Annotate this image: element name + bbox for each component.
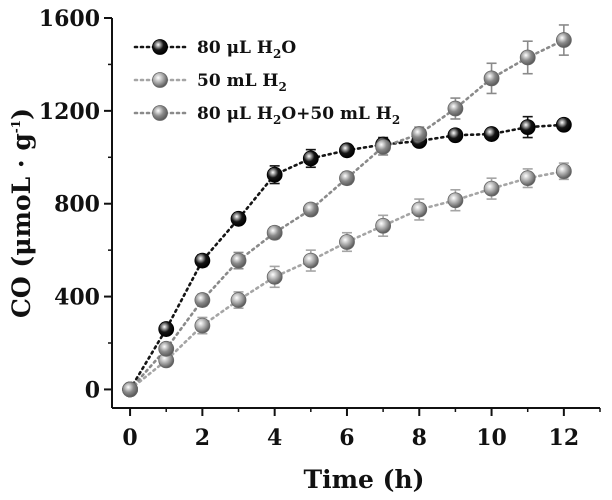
data-point	[302, 252, 319, 269]
data-point	[555, 32, 572, 48]
data-point	[158, 340, 175, 357]
x-tick-label: 8	[412, 425, 427, 451]
legend-label: 80 μL H2O+50 mL H2	[197, 104, 400, 127]
legend-marker	[152, 72, 168, 88]
data-point	[266, 268, 283, 285]
series-line-0	[128, 123, 566, 391]
data-point	[519, 119, 536, 136]
x-tick-label: 0	[122, 425, 137, 451]
data-point	[483, 180, 500, 197]
data-point	[339, 234, 355, 250]
legend-marker	[152, 39, 168, 55]
x-tick-label: 6	[339, 425, 354, 451]
legend-label: 50 mL H2	[197, 71, 287, 94]
data-point	[230, 210, 247, 227]
chart-axes: 0 2 4 6 8 10 12 0 400 800 1200 1600	[39, 6, 601, 451]
data-point	[230, 292, 247, 308]
y-tick-label: 0	[85, 377, 100, 403]
data-point	[447, 127, 464, 144]
data-point	[519, 170, 536, 187]
legend-entry-0: 80 μL H2O	[133, 38, 296, 61]
x-tick-label: 12	[549, 425, 580, 451]
data-point	[194, 252, 211, 269]
data-point	[194, 292, 211, 308]
y-tick-label: 1600	[39, 6, 100, 32]
data-point	[194, 317, 211, 334]
data-point	[339, 170, 355, 187]
data-point	[483, 126, 500, 142]
data-point	[447, 192, 464, 209]
x-tick-label: 4	[267, 425, 282, 451]
data-point	[302, 150, 319, 167]
data-markers	[122, 32, 572, 398]
data-point	[266, 166, 283, 183]
series-line-1	[128, 169, 566, 391]
data-point	[375, 138, 392, 155]
data-point	[230, 252, 247, 269]
series-line-2	[128, 38, 566, 391]
data-point	[375, 217, 392, 234]
x-tick-label: 10	[476, 425, 507, 451]
data-point	[122, 381, 138, 398]
data-point	[519, 49, 536, 66]
legend-label: 80 μL H2O	[197, 38, 296, 61]
x-axis-title: Time (h)	[304, 465, 425, 494]
data-point	[411, 201, 428, 218]
data-point	[158, 321, 175, 337]
y-axis-title: CO (μmoL · g-1)	[7, 108, 36, 318]
legend-entry-1: 50 mL H2	[133, 71, 287, 94]
y-tick-label: 1200	[39, 99, 100, 125]
y-tick-label: 400	[54, 285, 100, 311]
data-point	[339, 142, 355, 159]
data-point	[447, 100, 464, 117]
legend-entry-2: 80 μL H2O+50 mL H2	[133, 104, 400, 127]
series-lines	[128, 38, 566, 391]
legend: 80 μL H2O 50 mL H2 80 μL H2O+50 mL H2	[133, 38, 400, 127]
data-point	[302, 201, 319, 218]
x-tick-label: 2	[195, 425, 210, 451]
data-point	[483, 70, 500, 87]
data-point	[411, 126, 428, 142]
data-point	[266, 224, 283, 241]
data-point	[555, 116, 572, 133]
y-tick-label: 800	[54, 192, 100, 218]
legend-marker	[152, 105, 168, 121]
data-point	[555, 163, 572, 180]
